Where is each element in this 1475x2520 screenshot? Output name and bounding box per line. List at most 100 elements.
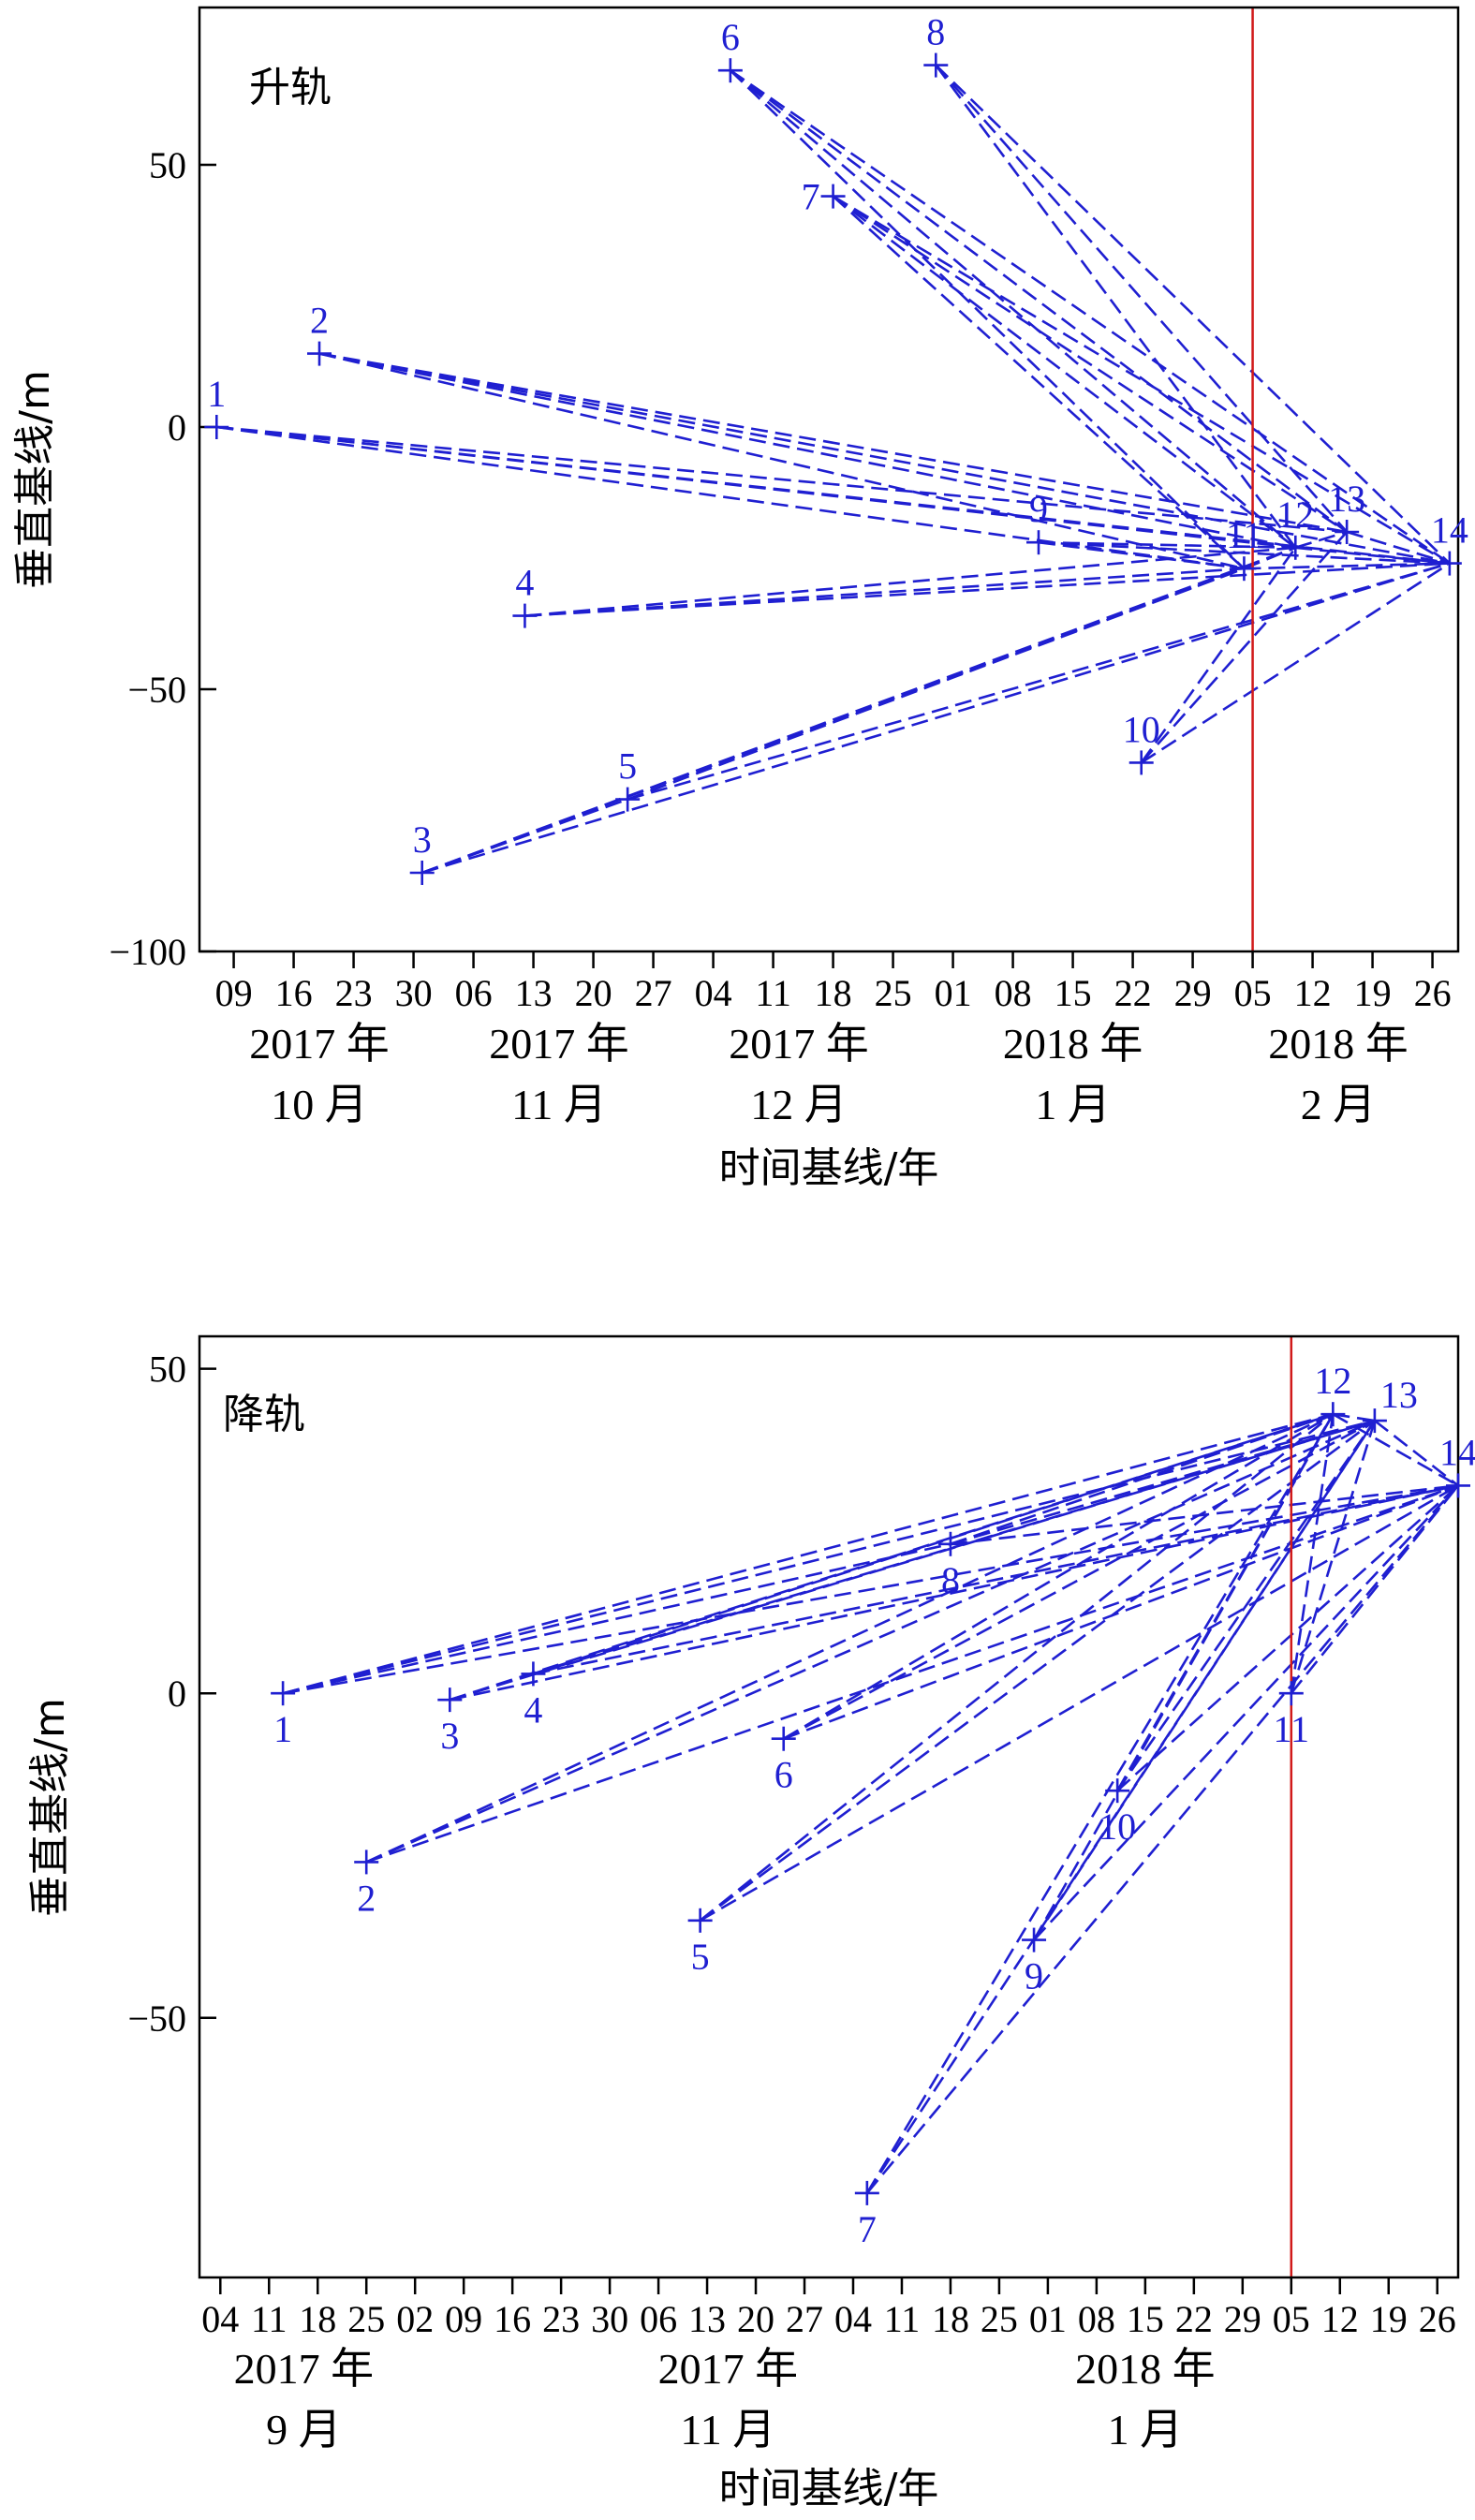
data-point-7: 7 xyxy=(802,176,846,218)
month-label: 2 月 xyxy=(1301,1081,1377,1128)
point-label: 3 xyxy=(440,1715,459,1757)
x-tick-label: 08 xyxy=(995,972,1032,1014)
baseline-edge-13-14 xyxy=(1374,1420,1459,1487)
x-tick-label: 04 xyxy=(695,972,732,1014)
data-point-11: 11 xyxy=(1274,1681,1309,1750)
data-point-9: 9 xyxy=(1022,1927,1047,1997)
x-tick-label: 06 xyxy=(640,2298,677,2340)
baseline-edge-5-12 xyxy=(699,1413,1335,1922)
x-axis-title: 时间基线/年 xyxy=(719,1144,939,1192)
baseline-edge-1-12 xyxy=(282,1412,1334,1695)
x-tick-label: 20 xyxy=(575,972,612,1014)
data-point-5: 5 xyxy=(615,745,641,812)
point-label: 4 xyxy=(524,1688,542,1731)
data-point-14: 14 xyxy=(1431,509,1468,576)
baseline-edge-2-11 xyxy=(318,352,1245,570)
point-label: 14 xyxy=(1439,1431,1475,1473)
baseline-edge-6-13 xyxy=(783,1419,1376,1740)
point-label: 12 xyxy=(1276,494,1314,536)
baseline-edge-4-13 xyxy=(533,1419,1376,1675)
point-label: 7 xyxy=(858,2208,877,2250)
month-year-label: 2018 年 xyxy=(1003,1020,1143,1068)
x-tick-label: 30 xyxy=(395,972,433,1014)
baseline-edge-7-14 xyxy=(865,1484,1459,2194)
baseline-edge-11-12 xyxy=(1290,1413,1335,1694)
x-tick-label: 16 xyxy=(494,2298,531,2340)
point-label: 1 xyxy=(273,1708,292,1750)
month-year-label: 2018 年 xyxy=(1268,1020,1409,1068)
month-year-label: 2017 年 xyxy=(658,2345,799,2393)
baseline-edge-8-12 xyxy=(935,64,1297,549)
point-label: 1 xyxy=(207,373,226,415)
point-label: 12 xyxy=(1314,1360,1351,1402)
x-tick-label: 15 xyxy=(1055,972,1092,1014)
point-label: 5 xyxy=(691,1936,710,1978)
data-point-4: 4 xyxy=(512,562,538,628)
x-tick-label: 09 xyxy=(215,972,253,1014)
baseline-edge-13-14 xyxy=(1346,530,1451,565)
baseline-edge-9-14 xyxy=(1038,540,1450,565)
x-tick-label: 11 xyxy=(755,972,791,1014)
x-tick-label: 11 xyxy=(251,2298,288,2340)
point-label: 10 xyxy=(1123,708,1160,750)
data-point-1: 1 xyxy=(271,1681,296,1750)
data-point-12: 12 xyxy=(1314,1360,1351,1427)
baseline-edge-10-14 xyxy=(1141,562,1451,764)
month-label: 11 月 xyxy=(680,2406,775,2454)
point-label: 7 xyxy=(802,176,820,218)
plot-frame xyxy=(198,6,1460,953)
x-tick-label: 05 xyxy=(1273,2298,1310,2340)
month-year-label: 2017 年 xyxy=(729,1020,869,1068)
point-label: 4 xyxy=(515,562,534,604)
month-year-label: 2017 年 xyxy=(249,1020,390,1068)
baseline-edge-4-12 xyxy=(524,546,1296,617)
baseline-edge-4-14 xyxy=(533,1484,1459,1675)
x-tick-label: 13 xyxy=(515,972,553,1014)
baseline-edge-5-13 xyxy=(699,1420,1376,1922)
data-point-7: 7 xyxy=(854,2180,879,2250)
point-label: 8 xyxy=(941,1559,960,1601)
data-point-4: 4 xyxy=(521,1661,546,1731)
panel-label: 升轨 xyxy=(249,64,332,111)
baseline-edge-1-8 xyxy=(282,1542,951,1695)
baseline-edge-10-12 xyxy=(1140,547,1297,764)
x-tick-label: 18 xyxy=(932,2298,969,2340)
baseline-edge-2-13 xyxy=(318,352,1348,534)
month-year-label: 2018 年 xyxy=(1075,2345,1216,2393)
data-point-10: 10 xyxy=(1123,708,1160,775)
baseline-edge-4-14 xyxy=(524,562,1450,617)
point-label: 13 xyxy=(1380,1374,1418,1416)
x-tick-label: 05 xyxy=(1234,972,1272,1014)
point-label: 9 xyxy=(1025,1955,1043,1997)
x-tick-label: 06 xyxy=(455,972,493,1014)
month-label: 12 月 xyxy=(750,1081,848,1128)
x-tick-label: 22 xyxy=(1114,972,1152,1014)
x-tick-label: 29 xyxy=(1174,972,1212,1014)
data-point-9: 9 xyxy=(1026,488,1051,555)
data-point-6: 6 xyxy=(717,16,743,83)
x-tick-label: 20 xyxy=(737,2298,774,2340)
x-tick-label: 25 xyxy=(875,972,912,1014)
plot-frame xyxy=(198,1334,1460,2279)
month-year-label: 2017 年 xyxy=(489,1020,629,1068)
x-tick-label: 11 xyxy=(884,2298,921,2340)
x-tick-label: 23 xyxy=(542,2298,580,2340)
data-point-11: 11 xyxy=(1226,514,1262,582)
point-label: 11 xyxy=(1226,514,1262,556)
point-label: 9 xyxy=(1029,488,1048,530)
x-tick-label: 18 xyxy=(815,972,852,1014)
point-label: 6 xyxy=(774,1754,793,1796)
x-tick-label: 08 xyxy=(1078,2298,1115,2340)
baseline-edge-9-14 xyxy=(1033,1484,1459,1941)
baseline-edge-5-11 xyxy=(627,567,1245,801)
y-tick-label: 0 xyxy=(168,406,186,449)
x-tick-label: 04 xyxy=(834,2298,872,2340)
baseline-edge-12-13 xyxy=(1294,530,1348,550)
point-label: 14 xyxy=(1431,509,1468,552)
month-label: 10 月 xyxy=(271,1081,368,1128)
edge-group xyxy=(282,1412,1460,2194)
x-tick-label: 25 xyxy=(981,2298,1018,2340)
x-tick-label: 02 xyxy=(396,2298,434,2340)
baseline-edge-2-12 xyxy=(365,1412,1334,1864)
x-tick-label: 04 xyxy=(201,2298,239,2340)
